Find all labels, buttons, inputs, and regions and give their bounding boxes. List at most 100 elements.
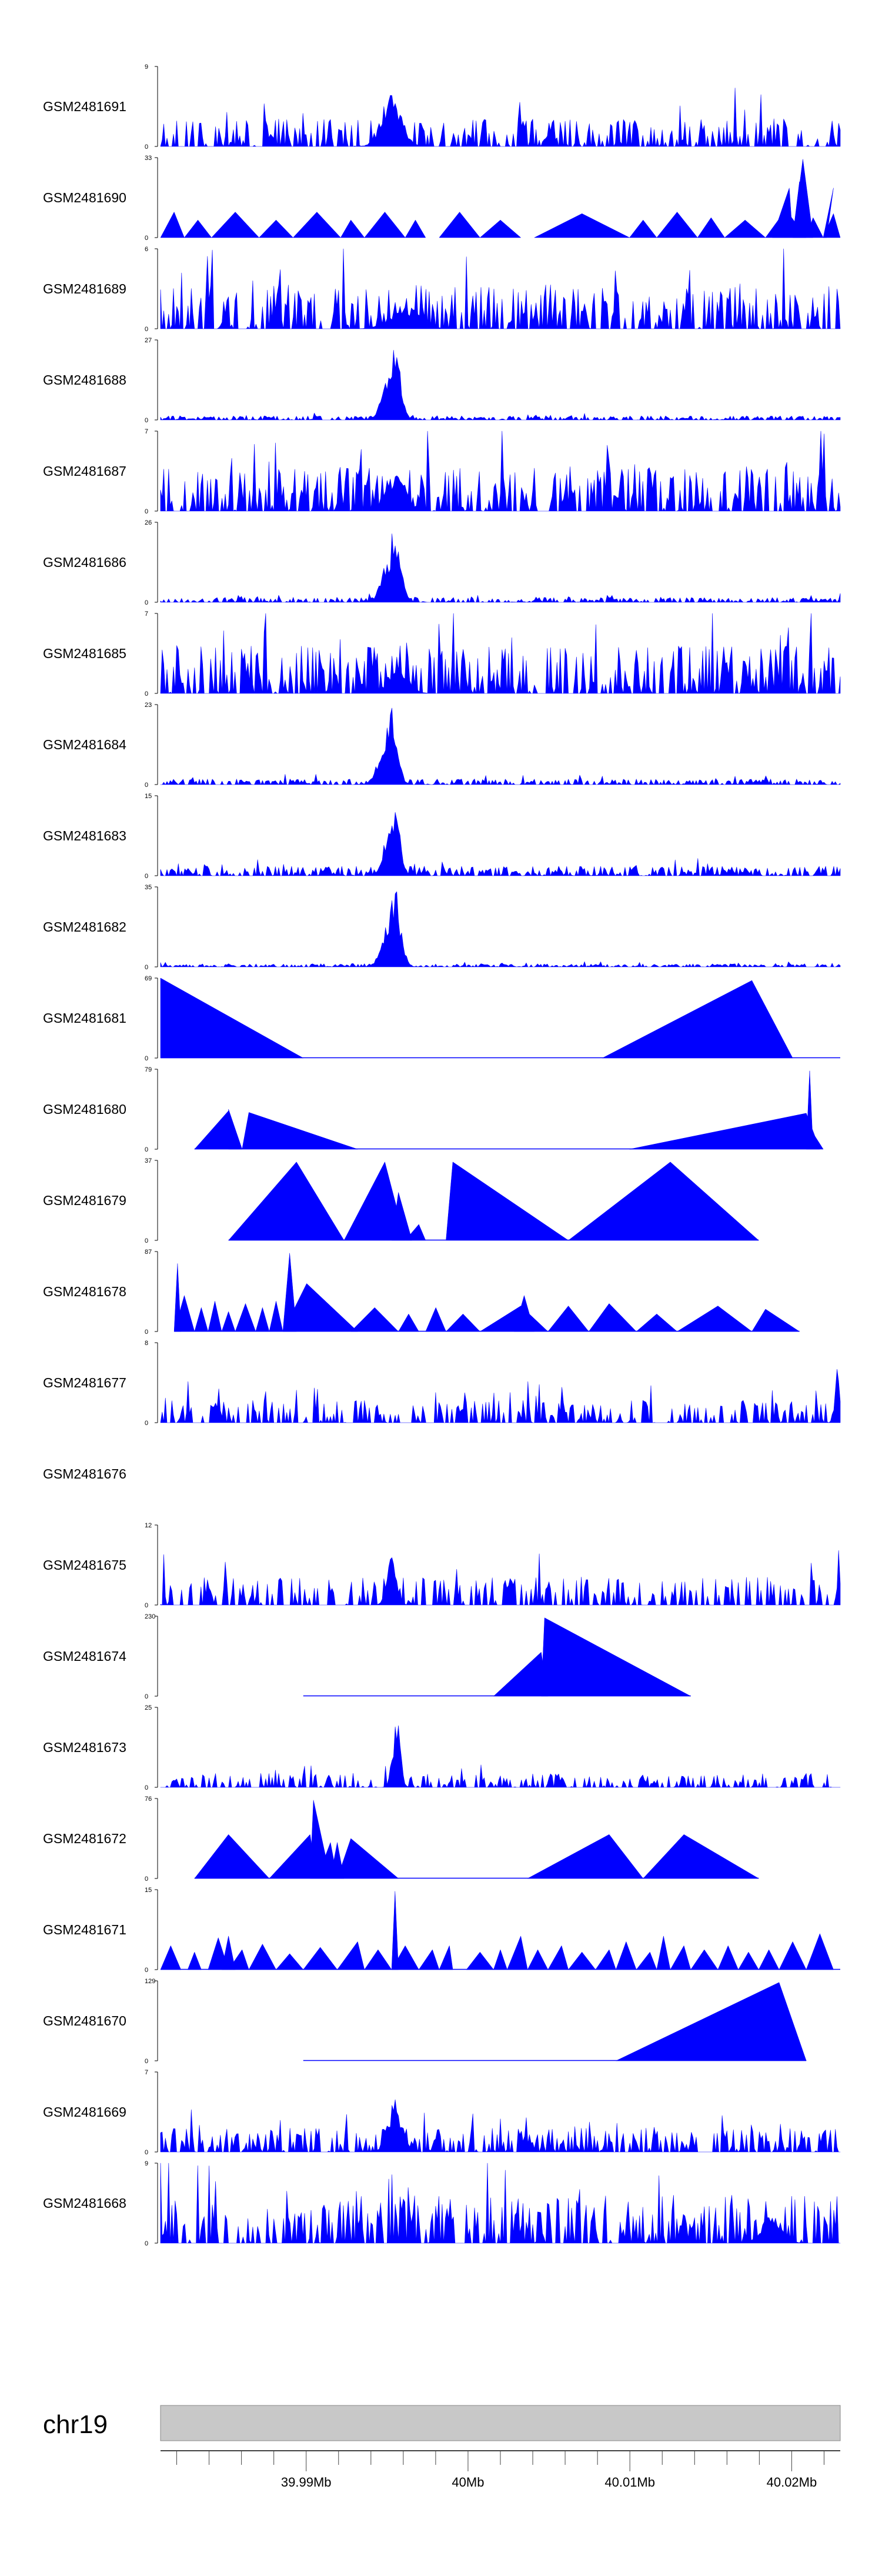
coverage-segment (541, 1617, 691, 1697)
y-max-label: 7 (145, 610, 148, 618)
y-max-label: 15 (145, 1887, 152, 1894)
coverage-segment (340, 219, 365, 238)
track-label: GSM2481684 (43, 737, 126, 752)
track-GSM2481689: GSM2481689 6 0 (43, 246, 841, 333)
y-min-label: 0 (145, 1329, 148, 1336)
coverage-segment (567, 1162, 759, 1241)
coverage-segment (493, 1651, 549, 1697)
track-label: GSM2481669 (43, 2104, 126, 2120)
coverage-segment (303, 1947, 338, 1970)
coverage-area (160, 1725, 841, 1788)
coverage-segment (183, 219, 212, 238)
track-GSM2481673: GSM2481673 25 0 (43, 1704, 841, 1791)
coverage-segment (568, 1951, 596, 1970)
y-min-label: 0 (145, 417, 148, 424)
coverage-segment (758, 1949, 780, 1970)
coverage-area (160, 88, 841, 147)
coverage-segment (343, 1162, 406, 1241)
coverage-segment (160, 1945, 182, 1970)
coverage-segment (337, 1838, 399, 1879)
y-min-label: 0 (145, 1602, 148, 1609)
coverage-segment (643, 1834, 760, 1879)
axis-tick-label: 40.01Mb (604, 2475, 655, 2490)
track-GSM2481685: GSM2481685 7 0 (43, 610, 841, 698)
y-max-label: 76 (145, 1796, 152, 1803)
coverage-area (160, 2099, 841, 2153)
coverage-segment (493, 1949, 507, 1970)
y-min-label: 0 (145, 964, 148, 971)
coverage-segment (507, 1936, 528, 1970)
y-max-label: 26 (145, 519, 152, 526)
chromosome-ideogram: chr19 (43, 2405, 841, 2441)
coverage-segment (391, 1945, 419, 1970)
coverage-area (160, 613, 841, 694)
y-min-label: 0 (145, 1237, 148, 1244)
coverage-segment (616, 1982, 807, 2061)
coverage-segment (259, 219, 294, 238)
coverage-area (160, 248, 841, 329)
axis-tick-label: 40Mb (452, 2475, 484, 2490)
y-min-label: 0 (145, 873, 148, 880)
track-GSM2481679: GSM2481679 37 0 (43, 1157, 759, 1244)
y-min-label: 0 (145, 2058, 148, 2065)
coverage-segment (292, 212, 341, 238)
track-label: GSM2481690 (43, 190, 126, 205)
track-GSM2481684: GSM2481684 23 0 (43, 702, 841, 789)
track-GSM2481675: GSM2481675 12 0 (43, 1522, 841, 1609)
coverage-segment (269, 1834, 318, 1879)
track-GSM2481677: GSM2481677 8 0 (43, 1340, 841, 1427)
coverage-segment (398, 1313, 419, 1332)
y-max-label: 12 (145, 1522, 152, 1529)
y-min-label: 0 (145, 690, 148, 698)
coverage-segment (629, 219, 657, 238)
y-max-label: 23 (145, 702, 152, 709)
coverage-segment (717, 1945, 739, 1970)
track-GSM2481678: GSM2481678 87 0 (43, 1249, 800, 1336)
coverage-segment (595, 1949, 616, 1970)
track-label: GSM2481673 (43, 1740, 126, 1755)
y-max-label: 7 (145, 2069, 148, 2076)
coverage-segment (527, 1949, 549, 1970)
coverage-segment (602, 980, 793, 1059)
y-max-label: 129 (145, 1978, 155, 1985)
coverage-area (160, 431, 841, 512)
coverage-segment (194, 1307, 209, 1332)
coverage-segment (194, 1834, 270, 1879)
coverage-segment (636, 1951, 657, 1970)
y-min-label: 0 (145, 1055, 148, 1062)
coverage-segment (806, 217, 824, 238)
coverage-segment (425, 1307, 446, 1332)
coverage-area (160, 1369, 841, 1423)
track-GSM2481668: GSM2481668 9 0 (43, 2160, 841, 2247)
coverage-segment (806, 1933, 834, 1970)
coverage-segment (629, 1113, 820, 1150)
track-label: GSM2481678 (43, 1284, 126, 1299)
coverage-segment (479, 219, 522, 238)
track-label: GSM2481674 (43, 1649, 126, 1664)
track-label: GSM2481671 (43, 1922, 126, 1937)
coverage-segment (337, 1941, 365, 1970)
y-max-label: 33 (145, 155, 152, 162)
y-min-label: 0 (145, 2149, 148, 2156)
coverage-segment (547, 1306, 589, 1332)
track-GSM2481687: GSM2481687 7 0 (43, 428, 841, 515)
coverage-segment (228, 1109, 243, 1150)
track-label: GSM2481668 (43, 2195, 126, 2211)
y-max-label: 79 (145, 1066, 152, 1073)
track-GSM2481669: GSM2481669 7 0 (43, 2069, 841, 2156)
track-label: GSM2481680 (43, 1102, 126, 1117)
coverage-area (160, 1550, 841, 1606)
coverage-segment (772, 188, 793, 238)
coverage-segment (391, 1192, 413, 1241)
coverage-area (160, 891, 841, 967)
coverage-segment (779, 1941, 807, 1970)
coverage-segment (160, 977, 304, 1059)
axis-tick-label: 40.02Mb (767, 2475, 817, 2490)
ideogram-bar (160, 2405, 841, 2441)
coverage-segment (792, 159, 814, 238)
coverage-segment (364, 1949, 392, 1970)
y-min-label: 0 (145, 1967, 148, 1974)
y-max-label: 6 (145, 246, 148, 253)
y-max-label: 37 (145, 1157, 152, 1164)
track-GSM2481688: GSM2481688 27 0 (43, 337, 841, 424)
